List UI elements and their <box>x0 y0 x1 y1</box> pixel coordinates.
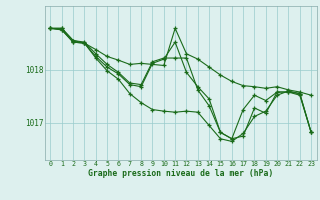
X-axis label: Graphe pression niveau de la mer (hPa): Graphe pression niveau de la mer (hPa) <box>88 169 273 178</box>
